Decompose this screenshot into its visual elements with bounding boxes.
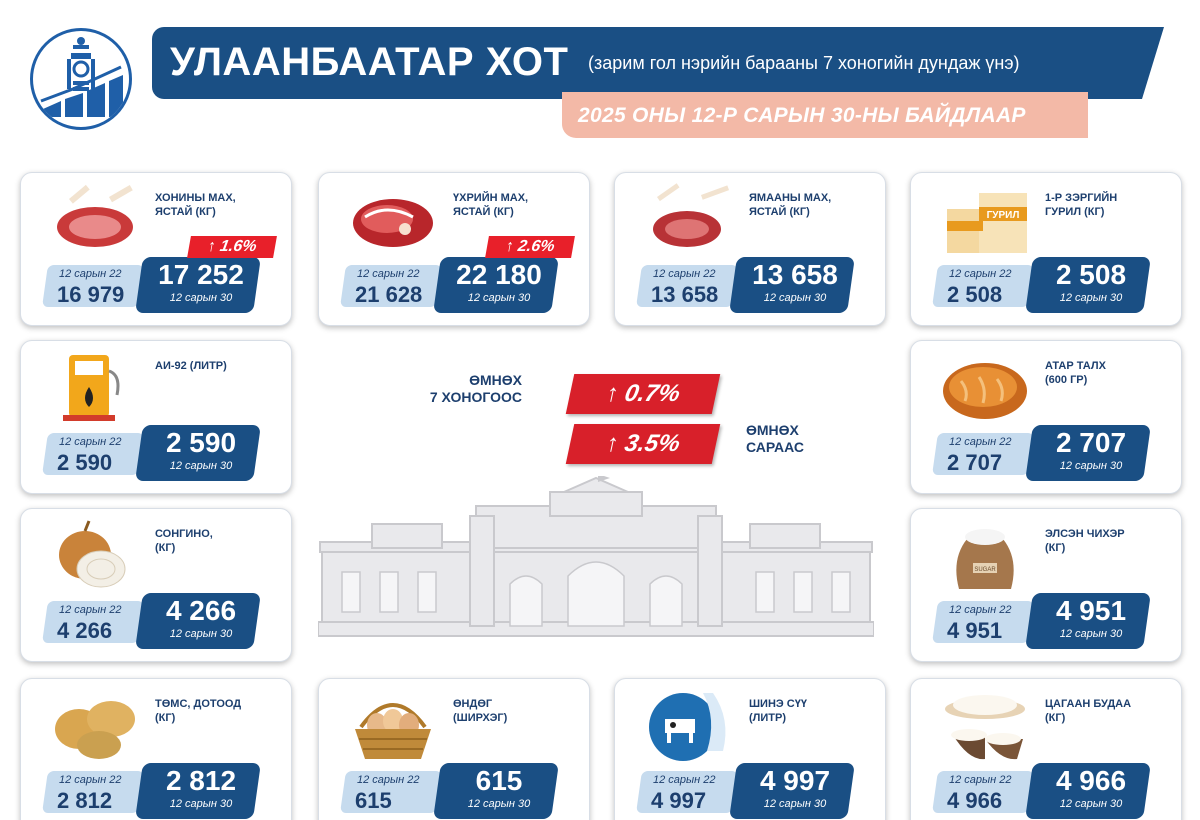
item-name: 1-Р ЗЭРГИЙН ГУРИЛ (КГ) <box>1045 192 1118 219</box>
price-card: ШИНЭ СҮҮ (ЛИТР) 12 сарын 22 4 997 4 997 12 с… <box>614 678 886 820</box>
current-date-label: 12 сарын 30 <box>763 798 827 810</box>
current-price: 13 658 <box>752 259 838 290</box>
current-date-label: 12 сарын 30 <box>1059 628 1123 640</box>
previous-price: 2 508 <box>947 282 1003 307</box>
current-price: 615 <box>475 765 523 796</box>
previous-date-label: 12 сарын 22 <box>59 436 122 448</box>
milk-icon <box>643 689 735 761</box>
date-banner <box>562 92 1088 138</box>
previous-date-label: 12 сарын 22 <box>949 436 1012 448</box>
goat-meat-icon <box>643 183 735 255</box>
item-name: ЯМААНЫ МАХ, ЯСТАЙ (КГ) <box>749 192 832 219</box>
current-date-label: 12 сарын 30 <box>1059 460 1123 472</box>
item-name: ЭЛСЭН ЧИХЭР (КГ) <box>1045 528 1125 555</box>
bread-icon <box>939 351 1031 423</box>
flour-icon: ГУРИЛ <box>939 183 1031 255</box>
current-date-label: 12 сарын 30 <box>169 292 233 304</box>
beef-icon <box>347 183 439 255</box>
sugar-sack-icon: SUGAR <box>939 519 1031 591</box>
page-title: УЛААНБААТАР ХОТ <box>170 40 569 84</box>
price-card: ӨНДӨГ (ШИРХЭГ) 12 сарын 22 615 615 12 сарын … <box>318 678 590 820</box>
price-card: АИ-92 (ЛИТР) 12 сарын 22 2 590 2 590 12 сары… <box>20 340 292 494</box>
price-card: АТАР ТАЛХ (600 ГР) 12 сарын 22 2 707 2 707 1… <box>910 340 1182 494</box>
previous-date-label: 12 сарын 22 <box>653 268 716 280</box>
price-card: ГУРИЛ 1-Р ЗЭРГИЙН ГУРИЛ (КГ) 12 сарын 22 2 … <box>910 172 1182 326</box>
previous-price: 4 266 <box>57 618 113 643</box>
previous-price: 2 812 <box>57 788 113 813</box>
brand-label: SUGAR <box>974 567 996 573</box>
current-price: 4 266 <box>165 595 237 626</box>
price-card: SUGAR ЭЛСЭН ЧИХЭР (КГ) 12 сарын 22 4 951 4 9… <box>910 508 1182 662</box>
item-name: АТАР ТАЛХ (600 ГР) <box>1045 360 1106 387</box>
current-price: 2 508 <box>1055 259 1127 290</box>
current-date-label: 12 сарын 30 <box>467 292 531 304</box>
eggs-basket-icon <box>347 689 439 761</box>
potato-icon <box>49 689 141 761</box>
previous-date-label: 12 сарын 22 <box>59 774 122 786</box>
item-name: СОНГИНО, (КГ) <box>155 528 213 555</box>
previous-price: 2 707 <box>947 450 1003 475</box>
previous-date-label: 12 сарын 22 <box>357 268 420 280</box>
month-change-label: ӨМНӨХ САРААС <box>746 422 804 455</box>
current-date-label: 12 сарын 30 <box>169 460 233 472</box>
current-price: 22 180 <box>456 259 542 290</box>
page-subtitle: (зарим гол нэрийн барааны 7 хоногийн дун… <box>588 53 1020 73</box>
current-price: 2 707 <box>1055 427 1127 458</box>
month-change-badge: ↑ 3.5% <box>565 424 721 464</box>
price-card: ЦАГААН БУДАА (КГ) 12 сарын 22 4 966 4 966 12… <box>910 678 1182 820</box>
price-card: ЯМААНЫ МАХ, ЯСТАЙ (КГ) 12 сарын 22 13 658 1… <box>614 172 886 326</box>
current-date-label: 12 сарын 30 <box>1059 798 1123 810</box>
price-card: ХОНИНЫ МАХ, ЯСТАЙ (КГ) 12 сарын 22 16 979 1… <box>20 172 292 326</box>
item-name: АИ-92 (ЛИТР) <box>155 360 227 372</box>
mutton-icon <box>49 183 141 255</box>
current-price: 2 590 <box>165 427 237 458</box>
price-card: ТӨМС, ДОТООД (КГ) 12 сарын 22 2 812 2 812 12… <box>20 678 292 820</box>
current-price: 4 997 <box>759 765 831 796</box>
previous-price: 4 997 <box>651 788 707 813</box>
item-name: ТӨМС, ДОТООД (КГ) <box>155 698 242 725</box>
week-change-badge: ↑ 0.7% <box>565 374 721 414</box>
week-change-label: ӨМНӨХ 7 ХОНОГООС <box>429 372 522 405</box>
date-label: 2025 ОНЫ 12-Р САРЫН 30-НЫ БАЙДЛААР <box>578 104 1026 127</box>
previous-date-label: 12 сарын 22 <box>949 268 1012 280</box>
current-date-label: 12 сарын 30 <box>467 798 531 810</box>
current-price: 4 966 <box>1055 765 1127 796</box>
previous-date-label: 12 сарын 22 <box>949 774 1012 786</box>
previous-price: 615 <box>355 788 392 813</box>
price-card: ҮХРИЙН МАХ, ЯСТАЙ (КГ) 12 сарын 22 21 628 2… <box>318 172 590 326</box>
previous-price: 21 628 <box>355 282 423 307</box>
item-name: ХОНИНЫ МАХ, ЯСТАЙ (КГ) <box>155 192 236 219</box>
current-price: 2 812 <box>165 765 237 796</box>
previous-price: 4 951 <box>947 618 1003 643</box>
previous-date-label: 12 сарын 22 <box>59 604 122 616</box>
brand-label: ГУРИЛ <box>987 210 1020 221</box>
current-date-label: 12 сарын 30 <box>169 798 233 810</box>
previous-date-label: 12 сарын 22 <box>59 268 122 280</box>
previous-price: 4 966 <box>947 788 1003 813</box>
price-change-badge: ↑ 1.6% <box>187 236 277 258</box>
price-card: СОНГИНО, (КГ) 12 сарын 22 4 266 4 266 12 сар… <box>20 508 292 662</box>
government-palace-illustration <box>317 474 875 640</box>
logo <box>30 28 132 130</box>
previous-date-label: 12 сарын 22 <box>357 774 420 786</box>
previous-price: 2 590 <box>57 450 113 475</box>
previous-date-label: 12 сарын 22 <box>653 774 716 786</box>
item-name: ЦАГААН БУДАА (КГ) <box>1045 698 1132 725</box>
previous-price: 16 979 <box>57 282 125 307</box>
item-name: ШИНЭ СҮҮ (ЛИТР) <box>749 698 807 725</box>
rice-icon <box>939 689 1031 761</box>
previous-date-label: 12 сарын 22 <box>949 604 1012 616</box>
onion-icon <box>49 519 141 591</box>
current-date-label: 12 сарын 30 <box>763 292 827 304</box>
current-date-label: 12 сарын 30 <box>169 628 233 640</box>
current-price: 17 252 <box>158 259 244 290</box>
previous-price: 13 658 <box>651 282 719 307</box>
title-banner <box>152 27 1164 99</box>
price-change-badge: ↑ 2.6% <box>485 236 575 258</box>
item-name: ӨНДӨГ (ШИРХЭГ) <box>453 698 508 725</box>
item-name: ҮХРИЙН МАХ, ЯСТАЙ (КГ) <box>453 192 529 219</box>
fuel-pump-icon <box>49 351 141 423</box>
current-price: 4 951 <box>1055 595 1127 626</box>
current-date-label: 12 сарын 30 <box>1059 292 1123 304</box>
